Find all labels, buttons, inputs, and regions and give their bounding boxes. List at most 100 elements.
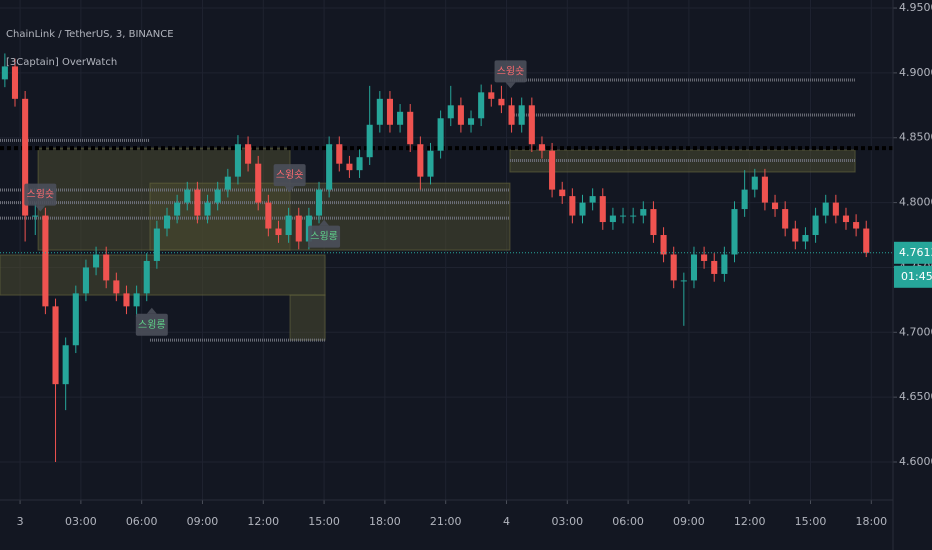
candle-body <box>224 176 231 190</box>
x-tick-label: 18:00 <box>855 515 887 528</box>
candle-body <box>772 202 779 210</box>
candle-body <box>22 98 29 216</box>
candle-body <box>731 209 738 255</box>
x-tick-label: 03:00 <box>551 515 583 528</box>
last-price-tag <box>894 241 932 264</box>
candle-body <box>761 176 768 203</box>
signal-label: 스윙숏 <box>276 169 304 181</box>
candle-body <box>690 254 698 281</box>
candle-body <box>812 215 819 236</box>
candle-body <box>336 144 343 164</box>
x-tick-label: 15:00 <box>795 515 827 528</box>
x-tick-label: 12:00 <box>247 515 279 528</box>
indicator-name: [3Captain] OverWatch <box>6 57 117 68</box>
candle-body <box>133 293 140 307</box>
candle-body <box>822 202 829 216</box>
candle-body <box>741 189 748 210</box>
candle-body <box>437 118 444 151</box>
candle-body <box>609 215 616 223</box>
signal-box <box>135 313 168 336</box>
candle-body <box>457 105 464 125</box>
x-tick-label: 3 <box>17 515 24 528</box>
y-tick-label: 4.8500 <box>899 131 932 144</box>
candle-body <box>386 98 393 125</box>
candle-body <box>163 215 171 229</box>
candle-body <box>82 267 89 294</box>
signal-label: 스윙숏 <box>27 189 55 201</box>
signal-box <box>308 225 341 248</box>
signal-box <box>273 164 306 187</box>
candle-body <box>285 215 292 236</box>
candle-body <box>376 98 383 125</box>
x-tick-label: 18:00 <box>369 515 401 528</box>
candle-body <box>295 215 302 242</box>
candle-body <box>174 202 181 216</box>
candle-body <box>62 345 69 385</box>
candle-body <box>842 215 850 223</box>
candle-body <box>792 228 799 242</box>
candle-body <box>1 66 8 80</box>
x-tick-label: 4 <box>503 515 510 528</box>
candle-body <box>701 254 708 261</box>
y-tick-label: 4.8000 <box>899 196 932 209</box>
candle-body <box>417 144 424 177</box>
y-tick-label: 4.6000 <box>899 455 932 468</box>
signal-pointer <box>35 205 46 212</box>
candle-body <box>255 163 262 203</box>
candle-body <box>52 306 59 385</box>
signal-label: 스윙롱 <box>138 319 166 331</box>
candle-body <box>508 105 515 125</box>
candle-body <box>42 215 49 307</box>
candle-body <box>234 144 241 177</box>
signal-box <box>24 183 57 206</box>
x-tick-label: 06:00 <box>612 515 644 528</box>
candle-body <box>204 202 211 216</box>
candle-body <box>265 202 272 229</box>
candle-body <box>660 235 667 255</box>
x-tick-label: 12:00 <box>734 515 766 528</box>
candle-body <box>782 209 789 229</box>
candle-body <box>275 228 282 236</box>
candle-body <box>103 254 110 281</box>
candle-body <box>214 189 221 203</box>
candle-body <box>802 235 809 242</box>
x-tick-label: 09:00 <box>187 515 219 528</box>
candle-body <box>670 254 677 281</box>
signal-pointer <box>505 82 516 89</box>
last-price-label: 4.7613 <box>899 246 932 259</box>
countdown-tag <box>894 265 932 288</box>
countdown-label: 01:45 <box>901 270 932 283</box>
candle-body <box>711 260 718 274</box>
signal-box <box>494 60 527 83</box>
candle-body <box>123 293 130 307</box>
candle-body <box>559 189 566 197</box>
candle-body <box>599 196 606 223</box>
candle-body <box>93 254 100 268</box>
candle-body <box>478 92 485 119</box>
candle-body <box>751 176 758 190</box>
levels <box>0 78 893 342</box>
signal-pointer <box>319 219 330 226</box>
candle-body <box>528 105 535 145</box>
x-tick-label: 21:00 <box>430 515 462 528</box>
candle-body <box>153 228 160 261</box>
candle-body <box>356 157 363 171</box>
candle-body <box>518 105 525 125</box>
candle-body <box>721 254 728 274</box>
candle-body <box>194 189 201 216</box>
candle-body <box>397 111 404 125</box>
candle-body <box>832 202 839 216</box>
x-tick-label: 09:00 <box>673 515 705 528</box>
candle-body <box>680 280 687 282</box>
candle-body <box>630 215 637 217</box>
candle-body <box>579 202 586 216</box>
candle-body <box>498 98 505 106</box>
candle-body <box>650 209 657 236</box>
y-tick-label: 4.7000 <box>899 325 932 338</box>
x-tick-label: 15:00 <box>308 515 340 528</box>
y-tick-label: 4.9500 <box>899 1 932 14</box>
candle-body <box>853 222 860 229</box>
candle-body <box>467 118 475 125</box>
